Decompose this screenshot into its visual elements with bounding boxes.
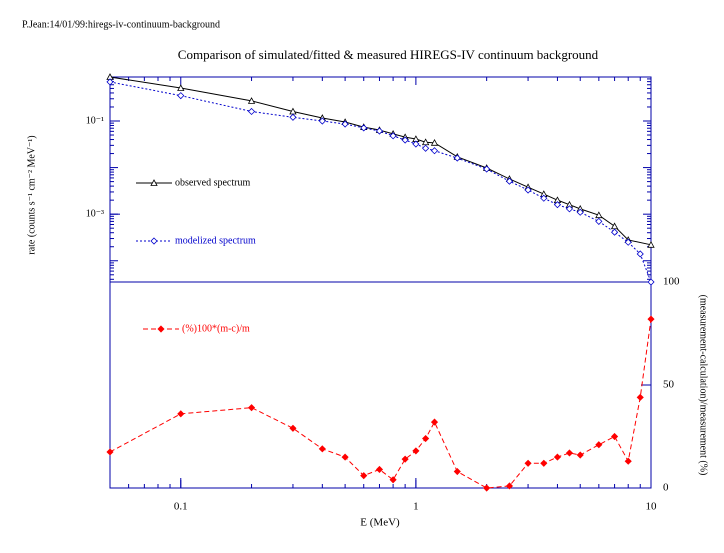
series-line <box>109 76 652 246</box>
marker <box>647 278 655 286</box>
marker <box>576 451 584 459</box>
marker <box>610 222 619 230</box>
marker <box>540 459 548 467</box>
marker <box>247 97 256 104</box>
legend-label: modelized spectrum <box>175 235 256 246</box>
marker <box>341 120 349 128</box>
marker <box>430 147 439 155</box>
marker <box>595 217 603 225</box>
marker <box>624 238 632 246</box>
marker <box>389 476 397 484</box>
marker <box>576 208 584 216</box>
marker <box>636 393 644 401</box>
y2-tick-label: 50 <box>663 379 675 391</box>
legend-label: observed spectrum <box>175 177 250 188</box>
legend-marker <box>150 179 158 186</box>
marker <box>318 445 326 453</box>
marker <box>647 315 655 323</box>
marker <box>247 107 256 116</box>
marker <box>430 418 439 426</box>
marker <box>412 140 420 148</box>
marker <box>611 228 619 236</box>
marker <box>389 132 397 140</box>
marker <box>401 455 409 463</box>
marker <box>524 459 532 467</box>
marker <box>611 432 619 441</box>
marker <box>553 201 562 209</box>
x-axis-label: E (MeV) <box>360 517 400 529</box>
marker <box>106 448 114 456</box>
marker <box>453 467 461 476</box>
marker <box>553 453 562 461</box>
legend-marker <box>150 237 158 245</box>
y-tick-label: 10⁻³ <box>86 208 104 219</box>
marker <box>565 449 574 457</box>
marker <box>595 211 603 219</box>
marker <box>318 117 326 125</box>
marker <box>483 165 491 173</box>
marker <box>505 482 514 490</box>
x-tick-label: 1 <box>413 501 419 513</box>
x-tick-label: 0.1 <box>174 501 188 513</box>
marker <box>247 404 256 412</box>
marker <box>524 186 532 194</box>
y2-tick-label: 0 <box>663 482 669 494</box>
marker <box>647 240 655 248</box>
marker <box>565 205 574 213</box>
marker <box>341 453 349 461</box>
marker <box>505 177 514 185</box>
marker <box>636 250 644 258</box>
legend-marker <box>157 325 165 333</box>
marker <box>422 144 430 152</box>
marker <box>422 434 430 443</box>
marker <box>177 84 185 91</box>
marker <box>412 447 420 455</box>
header: P.Jean:14/01/99:hiregs-iv-continuum-back… <box>22 19 220 30</box>
marker <box>177 410 185 418</box>
marker <box>360 472 368 480</box>
series-line <box>109 319 652 489</box>
marker <box>595 441 603 449</box>
y2-axis-label: (measurement-calculation)/measurement (%… <box>698 295 709 476</box>
marker <box>540 194 548 202</box>
marker <box>375 127 384 135</box>
x-tick-label: 10 <box>646 501 658 513</box>
marker <box>453 154 461 162</box>
legend-label: (%)100*(m-c)/m <box>182 323 250 334</box>
chart-title: Comparison of simulated/fitted & measure… <box>178 47 599 62</box>
marker <box>375 465 384 474</box>
marker <box>106 78 114 86</box>
marker <box>177 92 185 100</box>
marker <box>360 124 368 132</box>
y-tick-label: 10⁻¹ <box>86 115 104 126</box>
marker <box>483 484 491 492</box>
marker <box>624 457 632 465</box>
marker <box>289 424 297 432</box>
marker <box>289 113 297 121</box>
marker <box>430 138 439 146</box>
marker <box>401 136 409 144</box>
series-line <box>109 81 652 283</box>
y-axis-label: rate (counts s⁻¹ cm⁻² MeV⁻¹) <box>26 135 37 254</box>
y2-tick-label: 100 <box>663 276 680 288</box>
